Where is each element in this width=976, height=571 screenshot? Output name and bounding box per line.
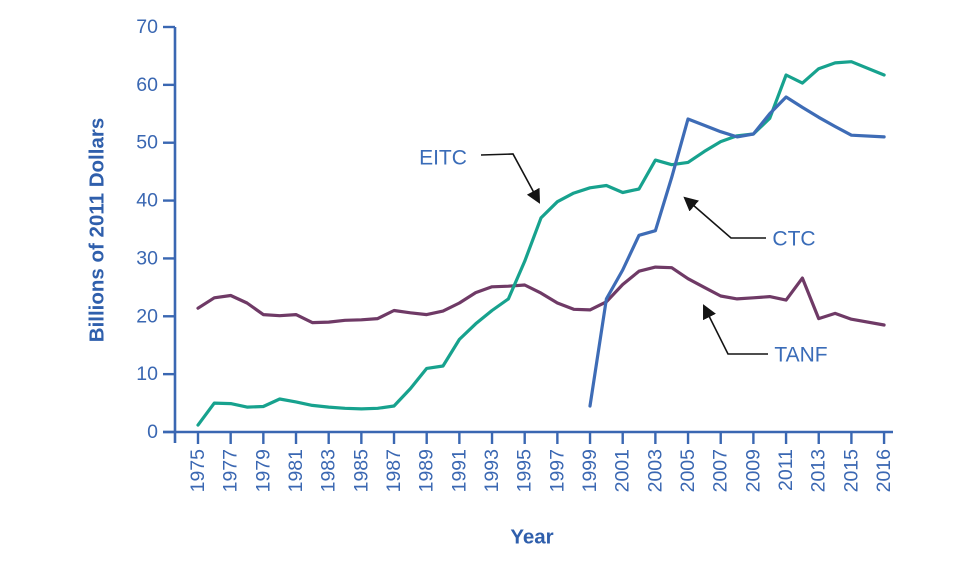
y-tick-label: 40 xyxy=(136,190,158,212)
x-tick-label: 2009 xyxy=(742,449,764,492)
annotation-label-tanf: TANF xyxy=(774,344,827,367)
x-tick-label: 2007 xyxy=(710,449,732,492)
annotation-label-ctc: CTC xyxy=(772,228,815,251)
x-tick-label: 2003 xyxy=(644,449,666,492)
x-tick-label: 1985 xyxy=(350,449,372,493)
series-line-ctc xyxy=(588,95,886,408)
x-tick-label: 2013 xyxy=(808,449,830,492)
series-line-tanf xyxy=(196,265,886,327)
y-tick-label: 0 xyxy=(147,421,158,443)
y-tick-label: 20 xyxy=(136,305,158,327)
x-tick-label: 1981 xyxy=(285,449,307,492)
x-tick-label: 1997 xyxy=(546,449,568,492)
y-tick-label: 50 xyxy=(136,132,158,154)
y-tick-label: 60 xyxy=(136,74,158,96)
x-tick-label: 2011 xyxy=(775,449,797,491)
x-tick-label: 1993 xyxy=(481,449,503,492)
annotation-arrow-tanf xyxy=(703,304,768,355)
annotation-arrow-ctc xyxy=(683,196,766,239)
x-tick-label: 1987 xyxy=(383,449,405,492)
x-tick-label: 1979 xyxy=(252,449,274,492)
x-tick-label: 2005 xyxy=(677,449,699,493)
x-tick-label: 2016 xyxy=(873,449,895,492)
y-tick-label: 30 xyxy=(136,247,158,269)
x-tick-label: 2015 xyxy=(840,449,862,493)
x-tick-label: 2001 xyxy=(612,449,634,492)
x-tick-label: 1989 xyxy=(416,449,438,492)
x-axis-title: Year xyxy=(510,526,553,549)
x-tick-label: 1999 xyxy=(579,449,601,492)
annotation-label-eitc: EITC xyxy=(419,147,467,170)
x-tick-label: 1983 xyxy=(318,449,340,492)
y-tick-label: 70 xyxy=(136,16,158,38)
x-tick-label: 1975 xyxy=(187,449,209,493)
x-tick-label: 1991 xyxy=(448,449,470,492)
annotation-arrow-eitc xyxy=(480,153,541,204)
x-tick-label: 1995 xyxy=(514,449,536,493)
y-tick-label: 10 xyxy=(136,363,158,385)
y-axis-title: Billions of 2011 Dollars xyxy=(86,118,109,342)
x-tick-label: 1977 xyxy=(220,449,242,492)
